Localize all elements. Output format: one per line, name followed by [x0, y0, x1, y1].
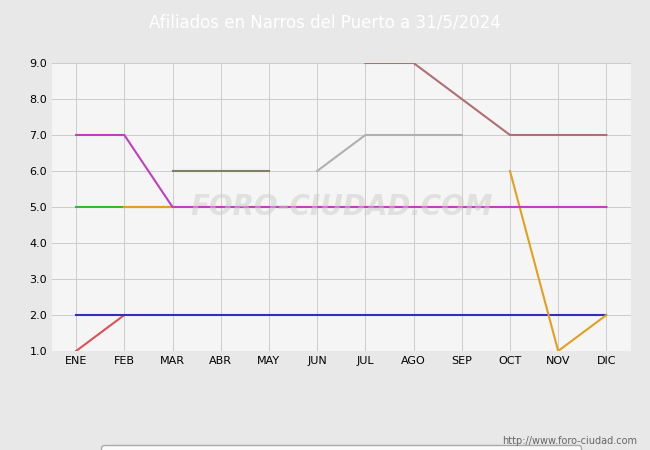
Text: FORO-CIUDAD.COM: FORO-CIUDAD.COM — [190, 193, 493, 221]
Text: http://www.foro-ciudad.com: http://www.foro-ciudad.com — [502, 436, 637, 446]
Legend: 2024, 2023, 2022, 2021, 2020, 2019, 2018, 2017: 2024, 2023, 2022, 2021, 2020, 2019, 2018… — [101, 446, 581, 450]
Text: Afiliados en Narros del Puerto a 31/5/2024: Afiliados en Narros del Puerto a 31/5/20… — [149, 14, 501, 32]
